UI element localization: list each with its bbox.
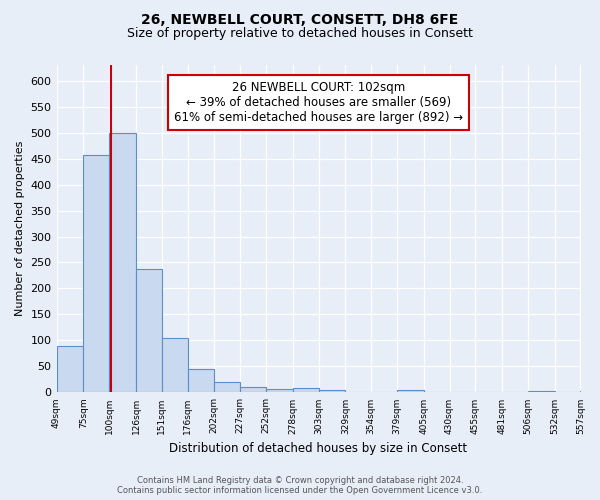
X-axis label: Distribution of detached houses by size in Consett: Distribution of detached houses by size …: [169, 442, 467, 455]
Bar: [266, 389, 293, 392]
Bar: [240, 387, 266, 392]
Text: Contains HM Land Registry data © Crown copyright and database right 2024.
Contai: Contains HM Land Registry data © Crown c…: [118, 476, 482, 495]
Bar: [188, 369, 214, 392]
Text: 26, NEWBELL COURT, CONSETT, DH8 6FE: 26, NEWBELL COURT, CONSETT, DH8 6FE: [142, 12, 458, 26]
Bar: [83, 155, 109, 392]
Bar: [293, 388, 319, 392]
Bar: [56, 346, 83, 393]
Bar: [136, 270, 162, 392]
Bar: [214, 382, 240, 392]
Bar: [162, 338, 188, 392]
Y-axis label: Number of detached properties: Number of detached properties: [15, 141, 25, 316]
Text: Size of property relative to detached houses in Consett: Size of property relative to detached ho…: [127, 28, 473, 40]
Bar: [319, 390, 346, 392]
Bar: [109, 132, 136, 392]
Text: 26 NEWBELL COURT: 102sqm
← 39% of detached houses are smaller (569)
61% of semi-: 26 NEWBELL COURT: 102sqm ← 39% of detach…: [174, 82, 463, 124]
Bar: [397, 390, 424, 392]
